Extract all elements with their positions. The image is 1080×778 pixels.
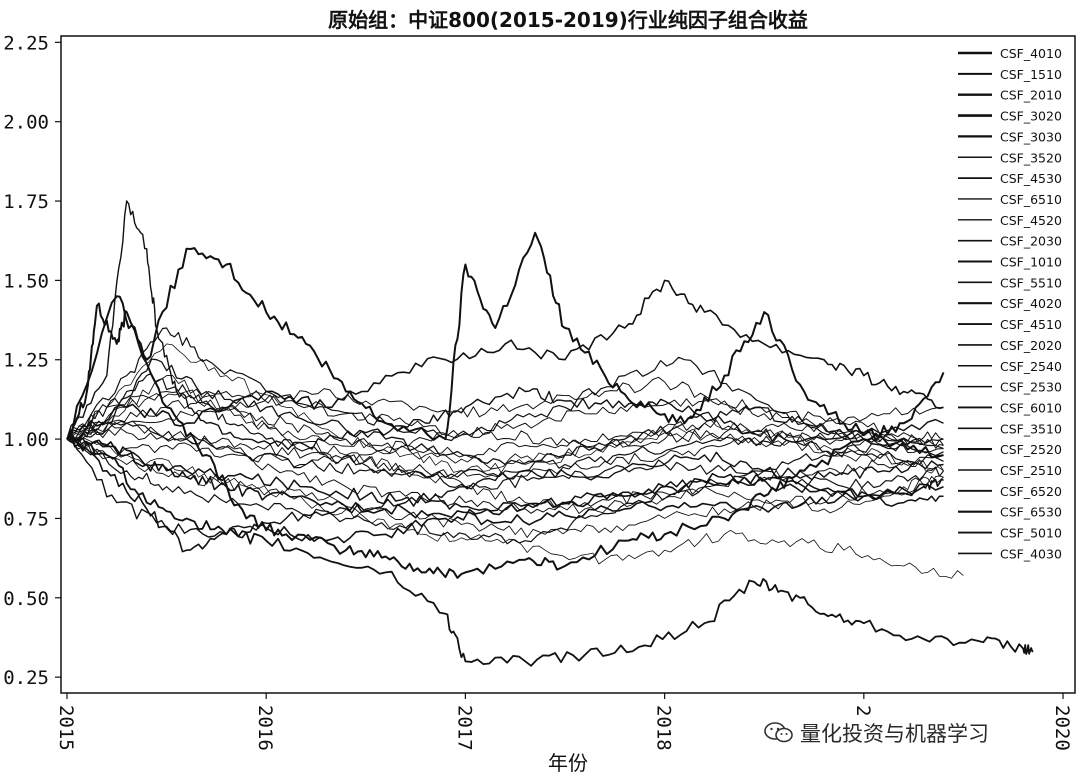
series-line-CSF_4010 [66, 302, 945, 579]
y-tick-label: 0.75 [3, 508, 49, 530]
legend-label-CSF_3510: CSF_3510 [1000, 421, 1062, 436]
legend-label-CSF_4030: CSF_4030 [1000, 546, 1062, 561]
legend-label-CSF_2530: CSF_2530 [1000, 380, 1062, 395]
series-line-CSF_3020 [66, 231, 944, 459]
series-line-CSF_2010 [66, 435, 1034, 667]
series-line-CSF_2510 [66, 428, 944, 480]
legend-label-CSF_1510: CSF_1510 [1000, 67, 1062, 82]
legend-label-CSF_4510: CSF_4510 [1000, 317, 1062, 332]
legend-label-CSF_6010: CSF_6010 [1000, 400, 1062, 415]
legend-label-CSF_2020: CSF_2020 [1000, 338, 1062, 353]
y-tick-label: 1.25 [3, 350, 49, 372]
series-line-CSF_2520 [66, 435, 944, 526]
legend-label-CSF_6520: CSF_6520 [1000, 484, 1062, 499]
legend-label-CSF_6530: CSF_6530 [1000, 505, 1062, 520]
series-layer [66, 200, 1034, 667]
legend-label-CSF_3030: CSF_3030 [1000, 129, 1062, 144]
x-axis: 2015 2016 2017 2018 2 2020 [55, 693, 1073, 751]
series-line-CSF_4530 [66, 437, 944, 545]
plot-frame [60, 35, 1076, 694]
series-line-CSF_3520 [67, 375, 944, 514]
legend: CSF_4010 CSF_1510 CSF_2010 CSF_3020 CSF_3030… [958, 46, 1062, 561]
legend-label-CSF_4520: CSF_4520 [1000, 213, 1062, 228]
series-line-CSF_6530 [66, 435, 944, 512]
legend-label-CSF_5010: CSF_5010 [1000, 526, 1062, 541]
series-line-CSF_2540 [66, 389, 944, 472]
series-line-CSF_5010 [66, 422, 944, 490]
legend-label-CSF_2510: CSF_2510 [1000, 463, 1062, 478]
x-tick-label: 2020 [1051, 705, 1073, 751]
legend-label-CSF_3020: CSF_3020 [1000, 109, 1062, 124]
watermark-text: 量化投资与机器学习 [800, 722, 989, 746]
y-tick-label: 1.75 [3, 191, 49, 213]
x-tick-label: 2017 [453, 705, 475, 751]
x-tick-label: 2 [852, 705, 874, 716]
x-tick-label: 2016 [254, 705, 276, 751]
legend-label-CSF_5510: CSF_5510 [1000, 275, 1062, 290]
series-line-CSF_4510 [66, 327, 944, 450]
legend-label-CSF_4010: CSF_4010 [1000, 46, 1062, 61]
series-line-CSF_6010 [66, 373, 944, 479]
y-tick-label: 2.00 [3, 112, 49, 134]
series-line-CSF_4520 [66, 437, 964, 579]
legend-label-CSF_6510: CSF_6510 [1000, 192, 1062, 207]
series-line-CSF_3510 [66, 376, 944, 443]
legend-label-CSF_2030: CSF_2030 [1000, 234, 1062, 249]
legend-label-CSF_3520: CSF_3520 [1000, 150, 1062, 165]
x-axis-label: 年份 [548, 751, 588, 775]
legend-label-CSF_2520: CSF_2520 [1000, 442, 1062, 457]
watermark: 量化投资与机器学习 [762, 718, 991, 748]
y-axis: 0.25 0.50 0.75 1.00 1.25 1.50 1.75 2.00 2.25 [3, 32, 61, 689]
y-tick-label: 1.00 [3, 429, 49, 451]
series-line-CSF_4020 [66, 438, 944, 553]
y-tick-label: 0.25 [3, 667, 49, 689]
series-line-CSF_2530 [66, 438, 944, 538]
legend-label-CSF_4530: CSF_4530 [1000, 171, 1062, 186]
y-tick-label: 1.50 [3, 270, 49, 292]
series-line-CSF_6520 [66, 358, 944, 466]
series-line-CSF_3030 [66, 279, 944, 441]
chart-title: 原始组：中证800(2015-2019)行业纯因子组合收益 [328, 8, 808, 32]
wechat-icon [764, 722, 793, 743]
series-line-CSF_2020 [66, 436, 944, 514]
y-tick-label: 0.50 [3, 588, 49, 610]
legend-label-CSF_1010: CSF_1010 [1000, 255, 1062, 270]
series-line-CSF_1510 [66, 200, 944, 451]
series-line-CSF_1010 [66, 437, 944, 538]
x-tick-label: 2018 [653, 705, 675, 751]
series-line-CSF_5510 [66, 420, 944, 468]
series-line-CSF_4030 [66, 391, 944, 459]
x-tick-label: 2015 [55, 705, 77, 751]
y-tick-label: 2.25 [3, 32, 49, 54]
legend-label-CSF_4020: CSF_4020 [1000, 296, 1062, 311]
legend-label-CSF_2540: CSF_2540 [1000, 359, 1062, 374]
legend-label-CSF_2010: CSF_2010 [1000, 88, 1062, 103]
series-line-CSF_6510 [66, 343, 944, 474]
